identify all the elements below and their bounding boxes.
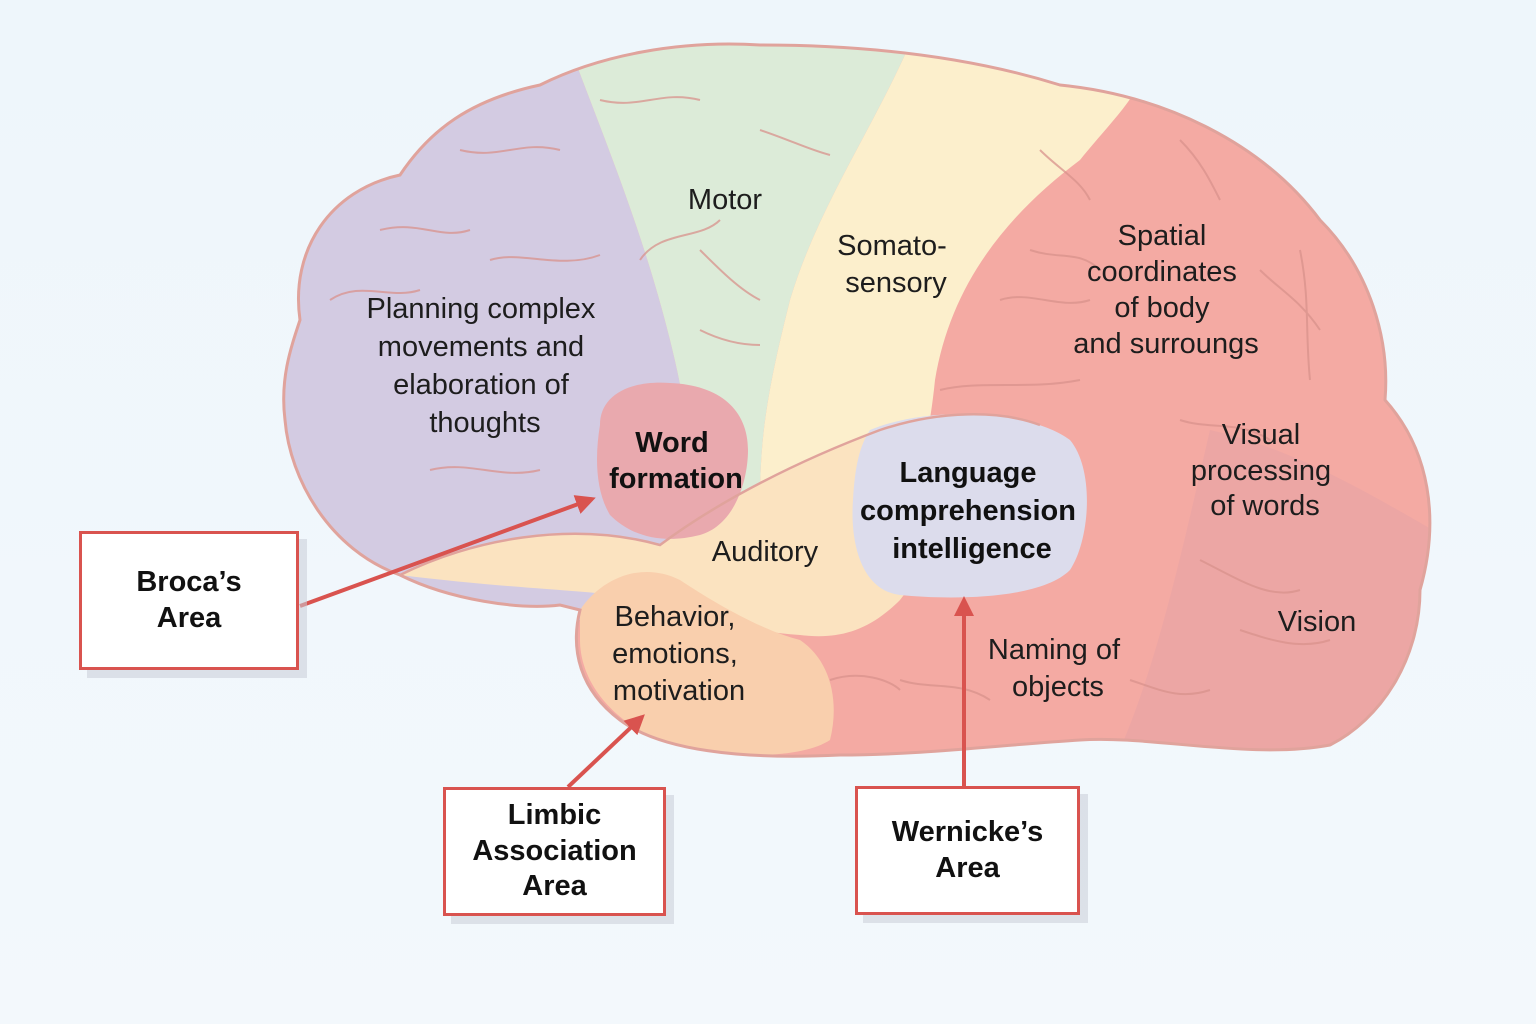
lateral-sulcus [399, 413, 1041, 577]
language-comprehension-label: Language comprehension intelligence [860, 457, 1084, 565]
behavior-label: Behavior, emotions, motivation [612, 601, 746, 707]
wernicke-region [852, 413, 1087, 598]
brain-outline [282, 42, 1432, 758]
word-formation-label: Word formation [609, 427, 743, 495]
broca-arrow [299, 495, 596, 608]
vision-label: Vision [1278, 606, 1356, 638]
gyri-lines [329, 96, 1331, 701]
broca-area-callout: Broca’s Area [79, 531, 299, 670]
naming-objects-label: Naming of objects [988, 634, 1128, 703]
somatosensory-region [760, 44, 1160, 520]
limbic-region [580, 571, 834, 755]
visual-processing-label: Visual processing of words [1191, 419, 1339, 522]
limbic-arrow [566, 714, 645, 789]
occipital-shade [1100, 430, 1430, 757]
motor-label: Motor [688, 184, 762, 216]
auditory-label: Auditory [712, 536, 819, 568]
wernicke-area-callout: Wernicke’s Area [855, 786, 1080, 915]
planning-label: Planning complex movements and elaborati… [367, 293, 604, 439]
spatial-coordinates-label: Spatial coordinates of body and surroung… [1073, 220, 1258, 360]
somatosensory-label: Somato- sensory [837, 230, 955, 299]
motor-region [560, 44, 920, 620]
word-formation-region [597, 382, 748, 539]
limbic-association-area-callout: Limbic Association Area [443, 787, 666, 916]
